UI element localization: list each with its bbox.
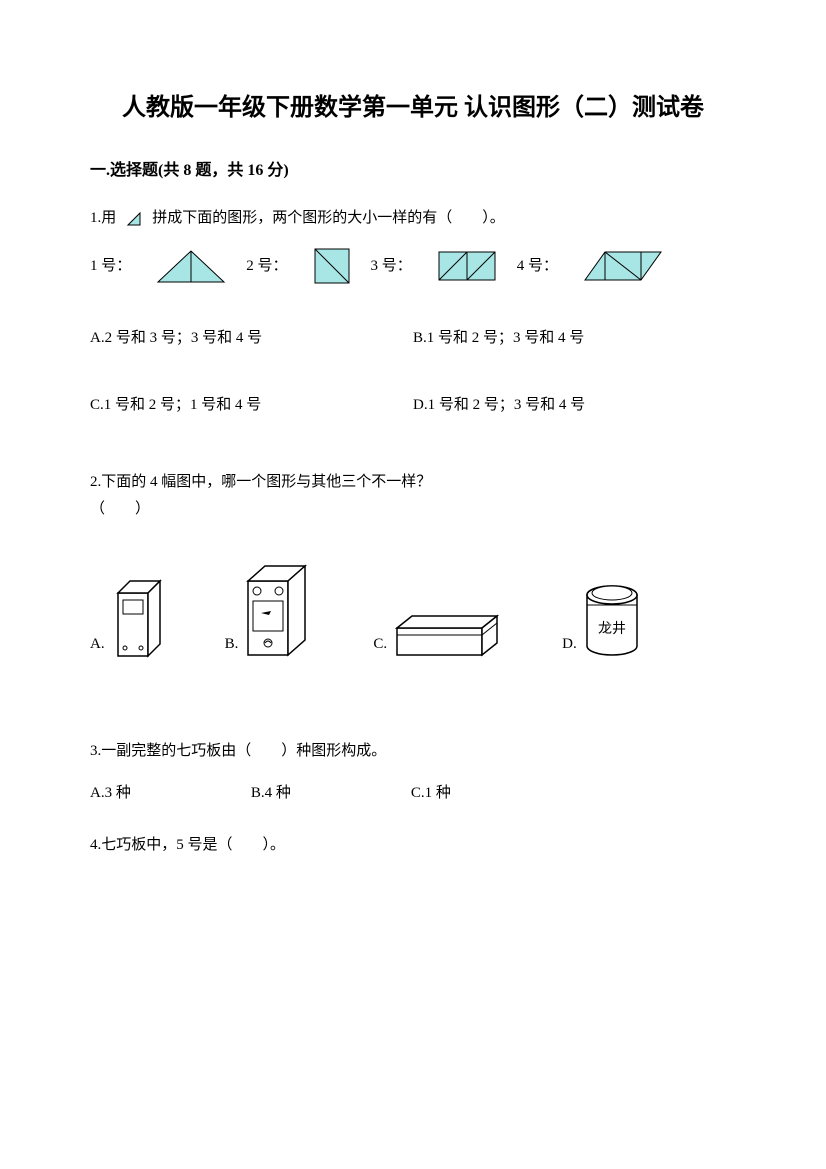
box-b-icon — [243, 563, 313, 658]
q1-choice-b: B.1 号和 2 号；3 号和 4 号 — [413, 325, 736, 352]
q2-label-c: C. — [373, 631, 387, 658]
question-3: 3.一副完整的七巧板由（ ）种图形构成。 A.3 种 B.4 种 C.1 种 — [90, 738, 736, 807]
shape-3-rectangle — [437, 250, 497, 282]
shape-2-square — [313, 247, 351, 285]
box-a-icon — [110, 578, 165, 658]
q2-blank: （ ） — [90, 496, 736, 523]
q1-label-4: 4 号： — [517, 253, 558, 280]
question-2: 2.下面的 4 幅图中，哪一个图形与其他三个不一样？ （ ） A. B. — [90, 469, 736, 658]
q1-choice-c: C.1 号和 2 号；1 号和 4 号 — [90, 392, 413, 419]
q2-stem: 2.下面的 4 幅图中，哪一个图形与其他三个不一样？ — [90, 469, 736, 496]
q1-choice-a: A.2 号和 3 号；3 号和 4 号 — [90, 325, 413, 352]
shape-4-parallelogram — [583, 250, 663, 282]
q2-label-d: D. — [562, 631, 577, 658]
box-c-icon — [392, 613, 502, 658]
q1-choice-d: D.1 号和 2 号；3 号和 4 号 — [413, 392, 736, 419]
page-title: 人教版一年级下册数学第一单元 认识图形（二）测试卷 — [90, 90, 736, 126]
section-1-header: 一.选择题(共 8 题，共 16 分) — [90, 156, 736, 180]
q4-stem: 4.七巧板中，5 号是（ ）。 — [90, 832, 736, 859]
q1-label-1: 1 号： — [90, 253, 131, 280]
question-1: 1.用 拼成下面的图形，两个图形的大小一样的有（ ）。 1 号： 2 号： 3 … — [90, 205, 736, 419]
q3-stem: 3.一副完整的七巧板由（ ）种图形构成。 — [90, 738, 736, 765]
q2-label-b: B. — [225, 631, 239, 658]
q1-stem-suffix: 拼成下面的图形，两个图形的大小一样的有（ ）。 — [152, 205, 505, 232]
shape-1-large-triangle — [156, 249, 226, 284]
cylinder-d-icon: 龙井 — [582, 583, 642, 658]
q3-choice-a: A.3 种 — [90, 780, 131, 807]
q1-label-2: 2 号： — [246, 253, 287, 280]
q3-choice-c: C.1 种 — [411, 780, 451, 807]
cylinder-label: 龙井 — [598, 621, 626, 637]
q1-label-3: 3 号： — [371, 253, 412, 280]
q2-label-a: A. — [90, 631, 105, 658]
small-triangle-icon — [124, 209, 144, 229]
q3-choice-b: B.4 种 — [251, 780, 291, 807]
q1-stem-prefix: 1.用 — [90, 205, 116, 232]
question-4: 4.七巧板中，5 号是（ ）。 — [90, 832, 736, 859]
